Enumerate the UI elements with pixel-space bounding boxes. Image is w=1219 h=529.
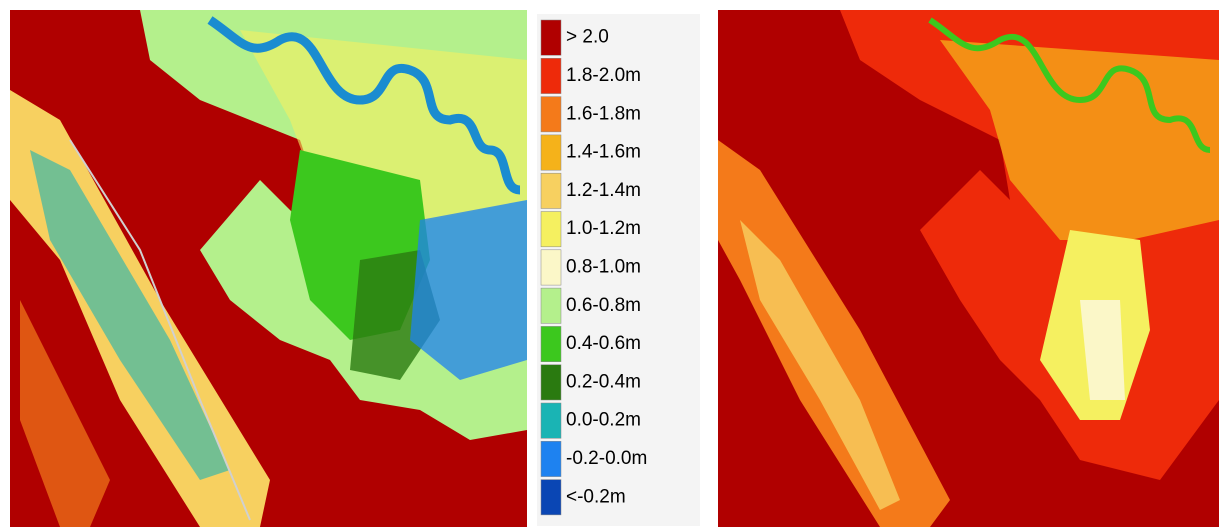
legend-swatch (541, 173, 561, 208)
legend-swatch (541, 365, 561, 400)
legend-swatch (541, 403, 561, 438)
legend-label: 0.4-0.6m (566, 333, 641, 354)
right-map (718, 10, 1219, 527)
legend-label: 0.8-1.0m (566, 256, 641, 277)
figure: > 2.0 1.8-2.0m 1.6-1.8m 1.4-1.6m 1.2-1.4m 1.0… (0, 0, 1219, 529)
legend-swatch (541, 20, 561, 55)
legend-label: 0.2-0.4m (566, 371, 641, 392)
legend-label: 0.0-0.2m (566, 410, 641, 431)
legend-label: <-0.2m (566, 486, 626, 507)
legend-label: > 2.0 (566, 27, 609, 48)
legend-swatch (541, 480, 561, 515)
legend-label: 1.2-1.4m (566, 180, 641, 201)
legend-label: 0.6-0.8m (566, 295, 641, 316)
legend-label: 1.4-1.6m (566, 142, 641, 163)
map-region (410, 200, 527, 380)
legend-label: -0.2-0.0m (566, 448, 647, 469)
legend-label: 1.0-1.2m (566, 218, 641, 239)
legend-label: 1.6-1.8m (566, 103, 641, 124)
legend-swatch (541, 441, 561, 476)
legend-label: 1.8-2.0m (566, 65, 641, 86)
legend-swatch (541, 212, 561, 247)
legend-swatch (541, 58, 561, 93)
legend-swatch (541, 135, 561, 170)
legend-swatch (541, 326, 561, 361)
legend-swatch (541, 97, 561, 132)
legend: > 2.0 1.8-2.0m 1.6-1.8m 1.4-1.6m 1.2-1.4m 1.0… (537, 14, 700, 526)
legend-swatch (541, 288, 561, 323)
page: > 2.0 1.8-2.0m 1.6-1.8m 1.4-1.6m 1.2-1.4m 1.0… (0, 0, 1219, 529)
left-map (10, 10, 527, 527)
legend-swatch (541, 250, 561, 285)
